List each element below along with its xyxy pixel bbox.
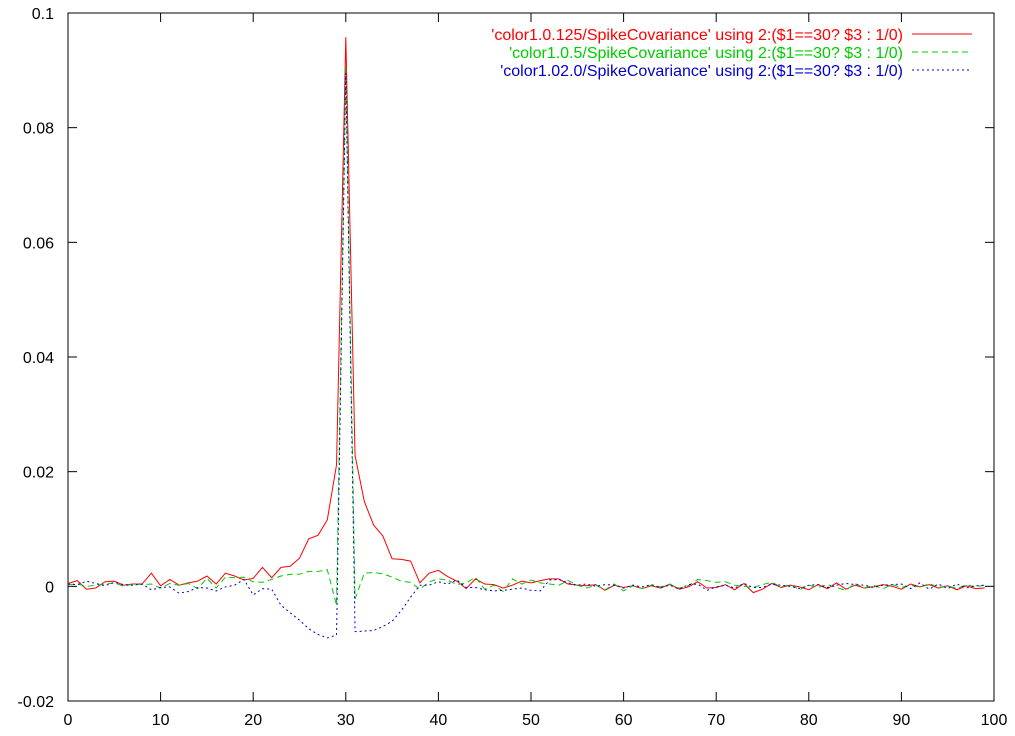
legend-label-3: 'color1.02.0/SpikeCovariance' using 2:($…: [500, 63, 903, 80]
series-group: [67, 37, 985, 639]
x-tick-label: 0: [64, 712, 73, 729]
series-line-3: [67, 73, 985, 639]
x-tick-label: 70: [707, 712, 725, 729]
plot-frame: [67, 12, 995, 702]
y-tick-label: 0.06: [23, 235, 54, 252]
y-tick-label: 0.08: [23, 121, 54, 138]
series-line-2: [67, 65, 985, 606]
x-tick-label: 30: [337, 712, 355, 729]
legend: 'color1.0.125/SpikeCovariance' using 2:(…: [491, 27, 972, 80]
y-tick-label: 0.04: [23, 350, 54, 367]
y-tick-label: 0.1: [32, 6, 54, 23]
y-tick-label: 0.02: [23, 465, 54, 482]
x-tick-label: 50: [522, 712, 540, 729]
x-tick-label: 20: [244, 712, 262, 729]
legend-label-1: 'color1.0.125/SpikeCovariance' using 2:(…: [491, 27, 903, 44]
x-tick-label: 100: [981, 712, 1008, 729]
x-tick-label: 60: [615, 712, 633, 729]
x-tick-label: 10: [152, 712, 170, 729]
x-tick-label: 80: [800, 712, 818, 729]
legend-label-2: 'color1.0.5/SpikeCovariance' using 2:($1…: [509, 45, 903, 62]
series-line-1: [67, 37, 985, 594]
axis-ticks: 0 10 20 30 40 50 60 70 80 90 100 -0.02 0 0.02 0.04 0.06…: [18, 6, 1008, 729]
x-tick-label: 40: [430, 712, 448, 729]
y-tick-label: -0.02: [18, 694, 55, 711]
x-tick-label: 90: [893, 712, 911, 729]
y-tick-label: 0: [45, 579, 54, 596]
